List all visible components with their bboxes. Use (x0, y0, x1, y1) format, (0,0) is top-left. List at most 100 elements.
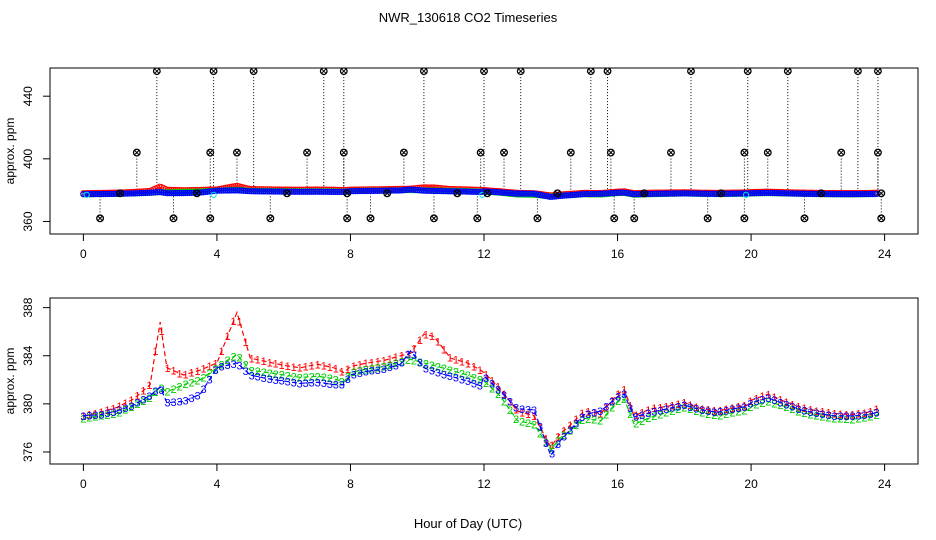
top-series-3-point (777, 190, 784, 197)
outlier-point (743, 68, 752, 76)
series-3-point: 3 (98, 409, 104, 421)
top-series-3-point (731, 190, 738, 197)
top-series-3-point (833, 191, 840, 198)
series-1-point: 1 (423, 330, 429, 342)
series-2-point: 2 (675, 404, 681, 416)
series-2-point: 2 (207, 368, 213, 380)
top-series-3-point (422, 187, 430, 194)
series-3-point: 3 (219, 362, 225, 374)
series-1-point: 1 (862, 408, 868, 420)
series-1-point: 1 (771, 392, 777, 404)
series-1-point: 1 (471, 362, 477, 374)
series-1-point: 1 (158, 326, 164, 338)
series-3-point: 3 (140, 394, 146, 406)
top-series-3-point (845, 191, 852, 198)
outlier-point (603, 68, 612, 76)
top-series-3-point (613, 189, 620, 196)
series-3-point: 3 (669, 403, 675, 415)
series-1-point: 1 (765, 390, 771, 402)
top-series-3-point (547, 193, 554, 200)
series-2-point: 2 (110, 409, 116, 421)
series-3-point: 3 (297, 378, 303, 390)
series-1-point: 1 (243, 337, 249, 349)
top-series-3-point (767, 189, 774, 197)
top-series-3-point (402, 186, 409, 194)
series-3-point: 3 (753, 396, 759, 408)
bottom-x-tick-label: 0 (80, 477, 87, 491)
series-3-point: 3 (681, 400, 687, 412)
series-1-point: 1 (86, 410, 92, 422)
top-series-3-point (226, 187, 233, 194)
top-series-3-point (406, 186, 413, 193)
outlier-point (740, 214, 749, 223)
top-series-3-point (512, 190, 520, 197)
series-1-point: 1 (219, 346, 225, 358)
series-3-point: 3 (471, 378, 477, 390)
series-2-point: 2 (843, 414, 849, 426)
outlier-point (476, 148, 485, 157)
series-2-point: 2 (104, 410, 110, 422)
top-series-3-point (332, 188, 339, 196)
top-series-3-point (805, 190, 812, 197)
series-3-point: 3 (122, 403, 128, 415)
series-2-point: 2 (591, 415, 597, 427)
series-3-point: 3 (591, 408, 597, 420)
top-series-3-point (615, 189, 622, 196)
top-series-3-point (583, 190, 590, 198)
series-1-point: 1 (681, 398, 687, 410)
top-series-3-point (474, 188, 482, 196)
top-series-3-point (320, 188, 327, 195)
series-3-point: 3 (405, 349, 411, 361)
outlier-point (319, 68, 328, 76)
top-series-3-point (871, 190, 878, 198)
series-1-point: 1 (188, 368, 194, 380)
top-series-3-point (735, 190, 742, 197)
series-3-point: 3 (507, 396, 513, 408)
series-3-point: 3 (188, 393, 194, 405)
series-1-point: 1 (104, 405, 110, 417)
top-series-3-point (100, 190, 107, 198)
series-2-point: 2 (801, 408, 807, 420)
top-series-3-point (506, 189, 514, 197)
top-series-3-point (791, 190, 798, 197)
series-3-point: 3 (519, 404, 525, 416)
outlier-point (473, 214, 482, 223)
top-series-3-point (244, 187, 251, 195)
outlier-point (249, 68, 258, 76)
series-3-point: 3 (152, 386, 158, 398)
outlier-point (233, 148, 241, 157)
top-series-3-point (681, 190, 688, 197)
series-3-point: 3 (225, 360, 231, 372)
outlier-point (717, 189, 725, 198)
top-series-3-point (394, 187, 401, 194)
series-3-point: 3 (555, 439, 561, 451)
top-series-3-point (350, 188, 357, 195)
series-2-point: 2 (597, 416, 603, 428)
top-series-3-point (591, 190, 598, 198)
top-series-3-point (398, 187, 405, 194)
series-3-point: 3 (729, 404, 735, 416)
top-series-3-point (781, 190, 788, 197)
top-series-3-point (210, 187, 217, 195)
series-2-point: 2 (537, 428, 543, 440)
top-series-3-point (729, 190, 736, 197)
series-1-point: 1 (441, 344, 447, 356)
outlier-point (96, 214, 105, 223)
series-1-point: 1 (363, 358, 369, 370)
outlier-point (783, 68, 792, 76)
top-series-3-point (645, 190, 652, 198)
series-1-point: 1 (201, 364, 207, 376)
bottom-x-tick-label: 4 (214, 477, 221, 491)
series-3-point: 3 (765, 393, 771, 405)
bottom-x-tick-label: 8 (347, 477, 354, 491)
series-1-point: 1 (110, 403, 116, 415)
top-series-3-point (446, 188, 454, 195)
top-series-3-point (370, 187, 377, 194)
top-series-3-point (514, 190, 522, 197)
top-series-3-point (524, 190, 532, 197)
top-series-3-point (749, 190, 756, 197)
top-series-3-point (230, 187, 237, 194)
series-2-point: 2 (188, 377, 194, 389)
series-1-point: 1 (633, 410, 639, 422)
series-2-point: 2 (663, 408, 669, 420)
